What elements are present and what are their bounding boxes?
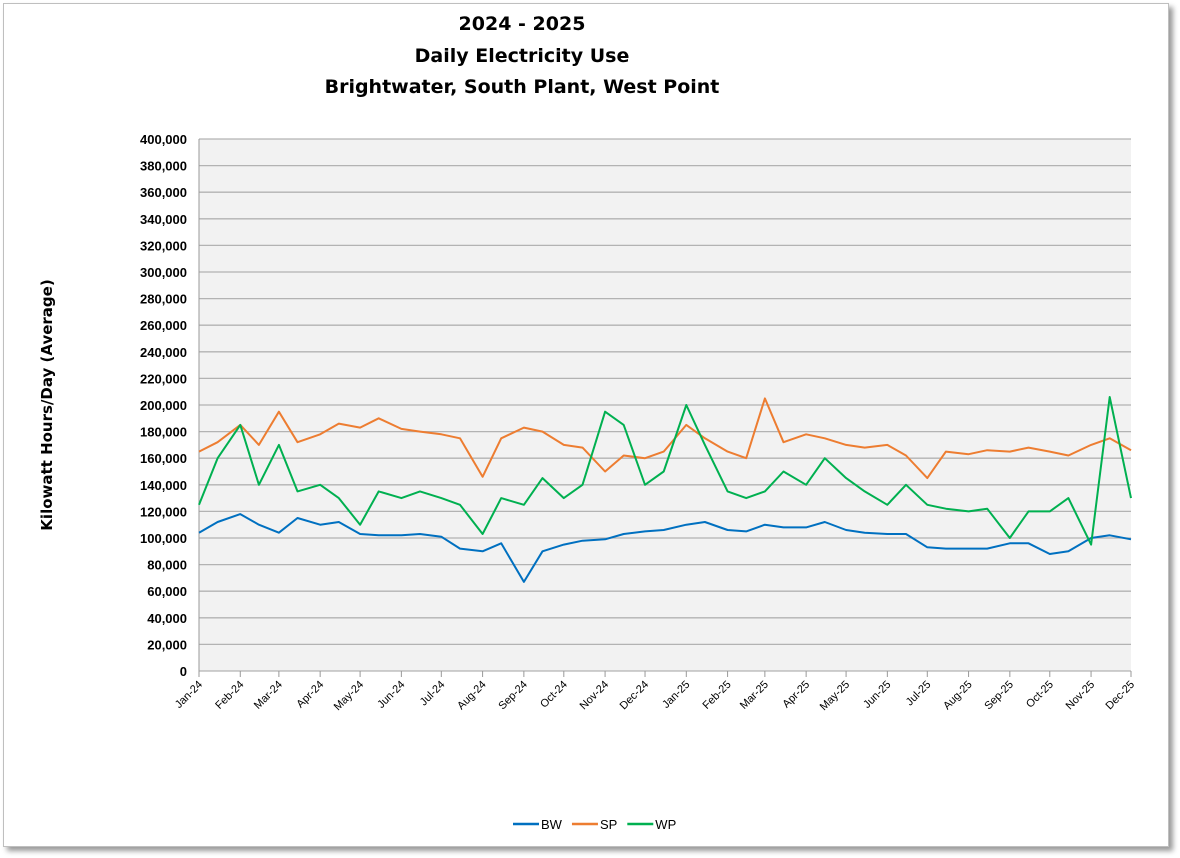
x-tick-label: Feb-24 bbox=[213, 679, 246, 712]
x-tick-label: Dec-24 bbox=[618, 679, 652, 713]
x-tick-label: Apr-24 bbox=[294, 679, 326, 711]
x-tick-label: Jun-25 bbox=[861, 679, 893, 711]
y-tick-label: 360,000 bbox=[140, 185, 187, 200]
y-tick-label: 0 bbox=[180, 664, 187, 679]
y-tick-label: 180,000 bbox=[140, 425, 187, 440]
x-tick-label: Feb-25 bbox=[701, 679, 734, 712]
x-tick-label: Oct-24 bbox=[538, 679, 570, 711]
legend-bw-label: BW bbox=[541, 817, 563, 832]
x-tick-label: Sep-25 bbox=[982, 679, 1016, 713]
x-tick-label: Mar-24 bbox=[252, 679, 285, 712]
x-tick-label: Apr-25 bbox=[780, 679, 812, 711]
x-tick-label: May-25 bbox=[818, 679, 852, 713]
y-tick-label: 160,000 bbox=[140, 451, 187, 466]
y-tick-label: 100,000 bbox=[140, 531, 187, 546]
y-tick-label: 300,000 bbox=[140, 265, 187, 280]
chart-title-line-2: Daily Electricity Use bbox=[415, 45, 630, 67]
chart-title-line-1: 2024 - 2025 bbox=[459, 13, 586, 35]
y-tick-label: 220,000 bbox=[140, 371, 187, 386]
legend-sp-label: SP bbox=[600, 817, 617, 832]
x-tick-label: Jul-25 bbox=[904, 679, 934, 709]
y-tick-label: 200,000 bbox=[140, 398, 187, 413]
series-bw-line bbox=[198, 513, 1132, 583]
y-tick-label: 400,000 bbox=[140, 132, 187, 147]
legend-wp-label: WP bbox=[655, 817, 676, 832]
x-tick-label: Dec-25 bbox=[1104, 679, 1138, 713]
y-tick-label: 320,000 bbox=[140, 238, 187, 253]
y-tick-label: 280,000 bbox=[140, 292, 187, 307]
x-tick-label: Nov-25 bbox=[1064, 679, 1098, 713]
x-tick-label: Oct-25 bbox=[1024, 679, 1056, 711]
legend: BW SP WP bbox=[513, 817, 676, 832]
y-tick-label: 120,000 bbox=[140, 504, 187, 519]
y-axis-label: Kilowatt Hours/Day (Average) bbox=[38, 279, 56, 530]
x-tick-label: Jan-24 bbox=[173, 679, 205, 711]
x-tick-label: Aug-25 bbox=[941, 679, 975, 713]
y-tick-label: 260,000 bbox=[140, 318, 187, 333]
series-wp-line bbox=[198, 396, 1132, 546]
x-tick-label: Jun-24 bbox=[375, 679, 407, 711]
x-tick-label: Mar-25 bbox=[738, 679, 771, 712]
x-tick-label: May-24 bbox=[332, 679, 366, 713]
x-tick-label: Nov-24 bbox=[578, 679, 612, 713]
y-tick-label: 60,000 bbox=[147, 584, 187, 599]
y-tick-label: 240,000 bbox=[140, 345, 187, 360]
y-tick-label: 20,000 bbox=[147, 637, 187, 652]
y-tick-label: 40,000 bbox=[147, 611, 187, 626]
x-tick-label: Jul-24 bbox=[418, 679, 448, 709]
x-tick-label: Aug-24 bbox=[455, 679, 489, 713]
series-sp-line bbox=[198, 397, 1132, 480]
y-tick-label: 380,000 bbox=[140, 159, 187, 174]
y-tick-label: 140,000 bbox=[140, 478, 187, 493]
y-tick-label: 80,000 bbox=[147, 558, 187, 573]
y-tick-label: 340,000 bbox=[140, 212, 187, 227]
x-tick-label: Sep-24 bbox=[496, 679, 530, 713]
x-tick-label: Jan-25 bbox=[660, 679, 692, 711]
chart-title-line-3: Brightwater, South Plant, West Point bbox=[325, 76, 720, 98]
